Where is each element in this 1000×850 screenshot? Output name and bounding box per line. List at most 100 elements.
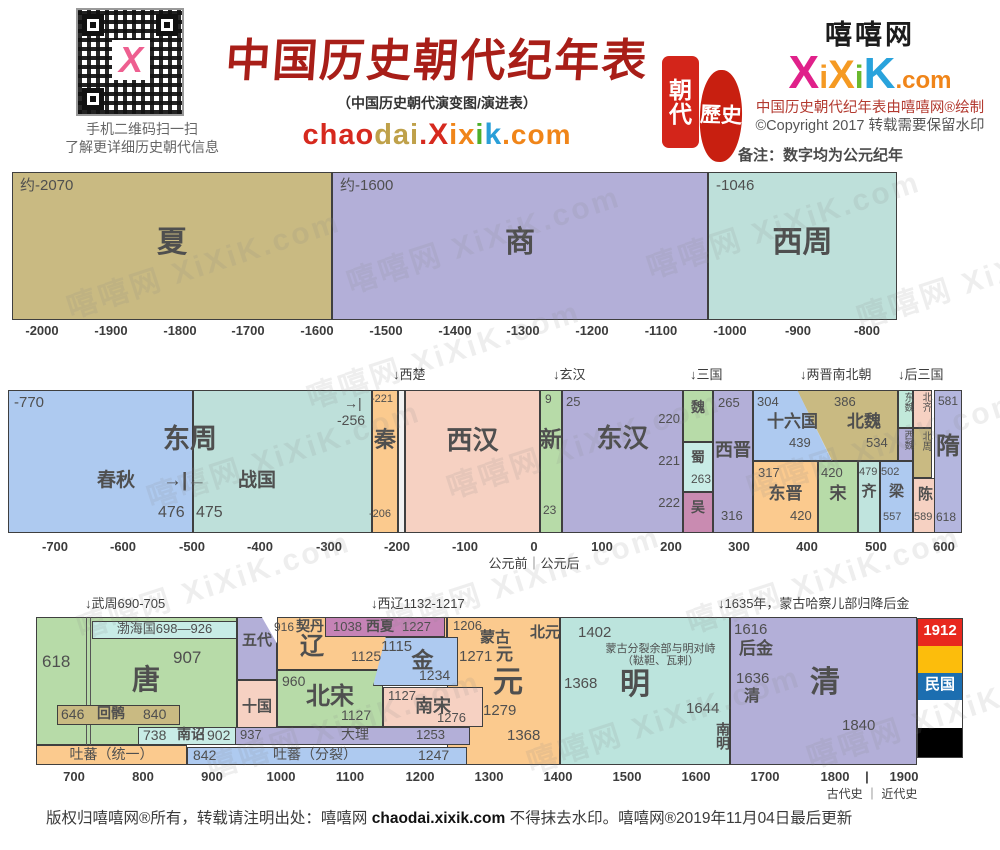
block-flag-blue xyxy=(918,673,962,700)
label-907: 907 xyxy=(173,648,202,667)
axis-tick--200: -200 xyxy=(383,539,411,554)
xia-start: 约-2070 xyxy=(20,177,74,194)
block-xichu-strip xyxy=(398,390,405,533)
annotation-↓三国: ↓三国 xyxy=(690,367,723,382)
axis-tick--1200: -1200 xyxy=(575,323,609,338)
axis-tick-300: 300 xyxy=(728,539,750,554)
url-letter-3: X xyxy=(428,118,450,151)
footer-link: chaodai.xixik.com xyxy=(371,810,506,827)
label-316: 316 xyxy=(721,508,743,523)
block-xin xyxy=(540,390,562,533)
block-shu xyxy=(683,442,713,492)
label-西晋: 西晋 xyxy=(715,440,751,460)
seal-lishi: 歷史 xyxy=(698,69,744,163)
label-渤海国698—926: 渤海国698—926 xyxy=(116,621,213,636)
label-589: 589 xyxy=(914,511,933,523)
label-后金: 后金 xyxy=(739,639,773,658)
label-960: 960 xyxy=(282,673,306,689)
label-十六国: 十六国 xyxy=(767,412,818,431)
label-吴: 吴 xyxy=(691,499,705,515)
label-646: 646 xyxy=(61,706,85,722)
block-zhanguo xyxy=(193,390,372,533)
label-265: 265 xyxy=(718,395,740,410)
url-letter-8: .com xyxy=(502,119,572,150)
label-23: 23 xyxy=(543,503,557,517)
label-479: 479 xyxy=(859,466,878,478)
block-chunqiu xyxy=(8,390,193,533)
label-1271: 1271 xyxy=(459,648,493,665)
label-420: 420 xyxy=(821,465,843,480)
axis-tick-1000: 1000 xyxy=(266,769,296,784)
block-qi-nanchao xyxy=(858,461,880,533)
label-南宋: 南宋 xyxy=(415,696,451,716)
label-1644: 1644 xyxy=(686,700,720,717)
axis-tick-100: 100 xyxy=(591,539,613,554)
logo-letter-4: K xyxy=(863,49,896,98)
label-618: 618 xyxy=(936,510,957,524)
label--206: -206 xyxy=(369,508,392,520)
label-北元: 北元 xyxy=(530,624,561,641)
label-南诏: 南诏 xyxy=(177,726,205,742)
label-1636: 1636 xyxy=(736,670,770,687)
axis-tick-900: 900 xyxy=(201,769,223,784)
block-song-nanchao xyxy=(818,461,858,533)
label-25: 25 xyxy=(566,394,581,409)
qr-caption-line1: 手机二维码扫一扫 xyxy=(86,121,198,137)
label-1368: 1368 xyxy=(564,675,598,692)
url-letter-1: dai xyxy=(374,119,420,151)
label-蒙古分裂余部与明对峙: 蒙古分裂余部与明对峙 xyxy=(605,643,716,655)
block-ming xyxy=(560,617,730,765)
label-502: 502 xyxy=(881,466,900,478)
axis-tick--900: -900 xyxy=(784,323,812,338)
axis-tick--2000: -2000 xyxy=(25,323,59,338)
xixik-x-logo-icon: X xyxy=(112,40,150,80)
label-西魏: 西魏 xyxy=(902,430,913,450)
xixik-logo-latin: XiXiK.com xyxy=(750,48,990,108)
xixik-logo-cn: 嘻嘻网 xyxy=(825,20,915,50)
label-220: 220 xyxy=(658,411,680,426)
url-letter-5: x xyxy=(458,119,476,151)
annotation-↓西辽1132-1217: ↓西辽1132-1217 xyxy=(371,596,465,611)
block-xiwei xyxy=(898,428,913,461)
block-flag-white xyxy=(918,700,962,728)
logo-letter-2: X xyxy=(828,53,855,97)
axis-tick-600: 600 xyxy=(933,539,955,554)
label-金: 金 xyxy=(411,648,434,673)
label-581: 581 xyxy=(938,394,959,408)
shang-label: 商 xyxy=(505,226,535,259)
axis-tick--1600: -1600 xyxy=(300,323,334,338)
label-618: 618 xyxy=(42,652,71,671)
label-齐: 齐 xyxy=(861,483,877,500)
label-北齐: 北齐 xyxy=(920,392,931,412)
axis-tick-|: | xyxy=(865,769,869,784)
block-wu xyxy=(683,492,713,533)
label-十国: 十国 xyxy=(241,698,272,715)
axis-tick--600: -600 xyxy=(109,539,137,554)
label-221: 221 xyxy=(658,453,680,468)
block-tubo-fenlie xyxy=(187,747,467,765)
block-flag-yellow xyxy=(918,646,962,673)
label-梁: 梁 xyxy=(888,483,904,500)
logo-letter-3: i xyxy=(854,59,864,95)
label-1912: 1912 xyxy=(923,622,957,639)
annotation-↓玄汉: ↓玄汉 xyxy=(553,367,586,382)
label-1234: 1234 xyxy=(419,667,451,683)
label-南明: 南明 xyxy=(715,722,731,750)
block-wuzhou-line-b xyxy=(90,617,91,745)
label-→|: →| xyxy=(344,395,362,411)
label-陈: 陈 xyxy=(917,486,933,503)
axis-tick--500: -500 xyxy=(178,539,206,554)
axis-tick--1400: -1400 xyxy=(438,323,472,338)
label-秦: 秦 xyxy=(373,427,396,452)
block-wei xyxy=(683,390,713,442)
label-元: 元 xyxy=(493,666,523,699)
axis-subtitle: 公元前｜公元后 xyxy=(488,556,580,571)
label-春秋: 春秋 xyxy=(97,470,136,491)
logo-letter-0: X xyxy=(788,46,820,98)
axis-tick--1500: -1500 xyxy=(369,323,403,338)
label-1125: 1125 xyxy=(351,648,382,664)
label-蒙古: 蒙古 xyxy=(479,629,510,646)
block-qin xyxy=(372,390,398,533)
block-xixia xyxy=(325,617,445,637)
